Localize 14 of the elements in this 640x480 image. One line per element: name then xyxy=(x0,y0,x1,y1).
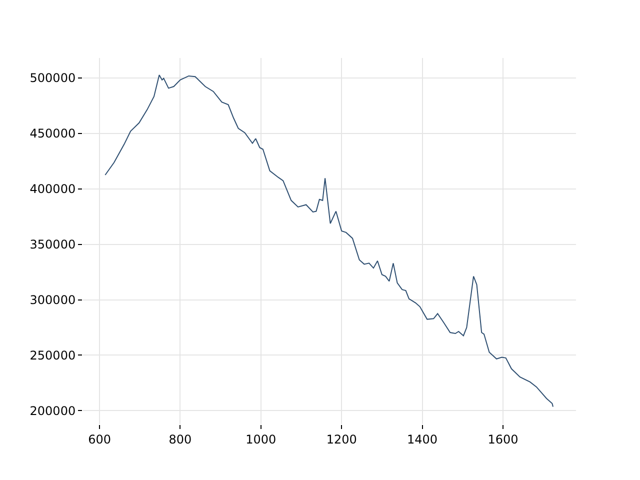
y-tick-label: 500000 xyxy=(30,71,76,86)
y-tick-label: 300000 xyxy=(30,292,76,307)
x-tick-label: 1600 xyxy=(488,432,518,446)
y-tick-label: 350000 xyxy=(30,238,76,252)
x-tick-label: 1200 xyxy=(326,432,357,446)
x-tick-label: 800 xyxy=(168,432,192,446)
x-tick-label: 1400 xyxy=(407,432,438,446)
x-tick-label: 600 xyxy=(88,432,111,446)
x-tick-label: 1000 xyxy=(246,432,276,446)
y-tick-label: 450000 xyxy=(30,126,76,141)
y-tick-label: 200000 xyxy=(30,404,76,418)
y-tick-label: 400000 xyxy=(30,182,76,196)
y-tick-label: 250000 xyxy=(30,348,76,362)
line-series xyxy=(104,74,554,408)
